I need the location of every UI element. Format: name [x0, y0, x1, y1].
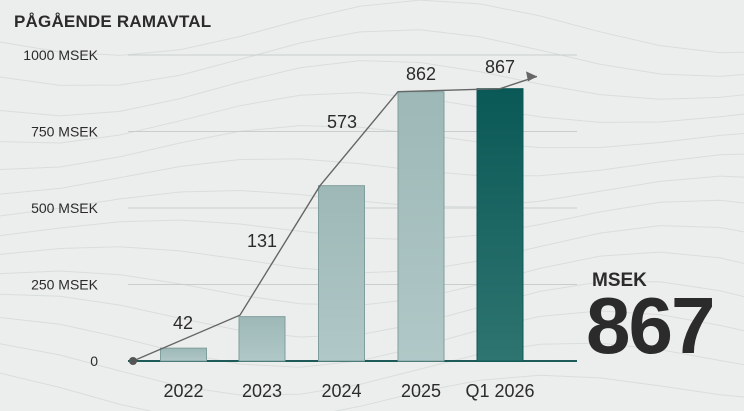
contour-line — [0, 342, 744, 396]
highlight-unit: MSEK — [592, 270, 647, 291]
x-tick-label: 2025 — [401, 381, 441, 401]
trend-start-dot — [129, 357, 137, 365]
contour-line — [0, 125, 744, 171]
trend-line — [132, 75, 538, 362]
y-tick-label: 500 MSEK — [31, 200, 99, 216]
contour-line — [0, 92, 744, 144]
y-tick-label: 0 — [90, 353, 98, 369]
data-label: 573 — [327, 112, 357, 132]
data-label: 862 — [406, 64, 436, 84]
y-tick-label: 750 MSEK — [31, 124, 99, 140]
bar-q1-2026 — [476, 88, 524, 362]
data-label: 131 — [247, 231, 277, 251]
x-tick-label: 2024 — [321, 381, 361, 401]
y-tick-label: 250 MSEK — [31, 277, 99, 293]
contour-line — [0, 372, 744, 411]
x-tick-label: Q1 2026 — [465, 381, 534, 401]
x-tick-label: 2022 — [163, 381, 203, 401]
bar-2022 — [160, 347, 207, 362]
contour-line — [0, 153, 744, 195]
contour-line — [0, 0, 744, 56]
data-label: 42 — [173, 313, 193, 333]
data-label: 867 — [485, 57, 515, 77]
contour-line — [0, 29, 744, 86]
contour-line — [0, 60, 744, 117]
x-tick-label: 2023 — [242, 381, 282, 401]
bar-2025 — [397, 91, 445, 362]
highlight-value: 867 — [586, 281, 715, 370]
bar-2023 — [238, 316, 286, 362]
trend-arrow-head — [526, 71, 537, 82]
chart-title: PÅGÅENDE RAMAVTAL — [14, 12, 212, 31]
bar-2024 — [318, 185, 365, 362]
y-tick-label: 1000 MSEK — [23, 47, 98, 63]
